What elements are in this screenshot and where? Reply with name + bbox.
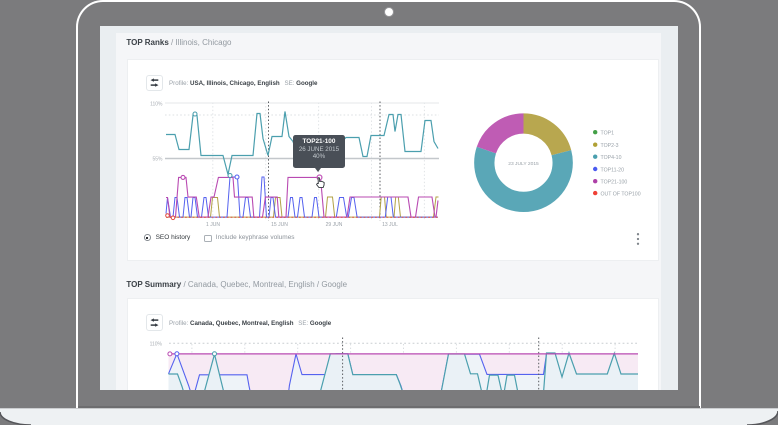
svg-text:15 JUN: 15 JUN xyxy=(271,222,288,228)
svg-text:TOP4-10: TOP4-10 xyxy=(601,155,622,161)
svg-text:110%: 110% xyxy=(150,341,163,347)
svg-text:TOP11-20: TOP11-20 xyxy=(601,167,625,173)
svg-text:TOP21-100: TOP21-100 xyxy=(601,179,628,185)
svg-text:29 JUN: 29 JUN xyxy=(326,222,343,228)
svg-text:110%: 110% xyxy=(150,101,163,107)
svg-text:1 JUN: 1 JUN xyxy=(206,222,220,228)
svg-text:55%: 55% xyxy=(152,156,163,162)
svg-text:13 JUL: 13 JUL xyxy=(382,222,398,228)
svg-text:OUT OF TOP100: OUT OF TOP100 xyxy=(601,191,641,197)
svg-text:TOP2-3: TOP2-3 xyxy=(601,143,619,149)
svg-text:23 JULY 2015: 23 JULY 2015 xyxy=(508,160,539,166)
svg-text:TOP1: TOP1 xyxy=(601,130,615,136)
